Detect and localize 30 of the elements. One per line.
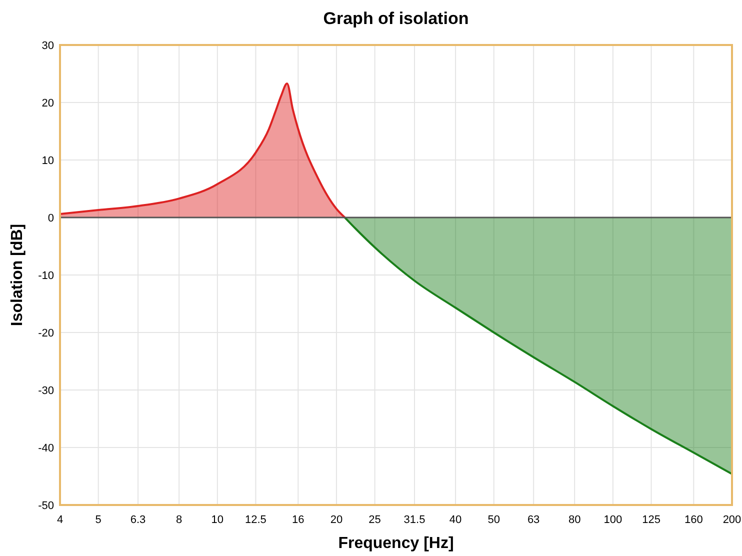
y-tick-label: -20 (38, 328, 54, 340)
y-tick-label: -30 (38, 385, 54, 397)
x-tick-label: 16 (292, 514, 304, 526)
y-tick-label: 30 (42, 40, 54, 52)
x-tick-label: 31.5 (404, 514, 426, 526)
x-tick-label: 8 (176, 514, 182, 526)
x-tick-label: 20 (330, 514, 343, 526)
y-tick-label: 20 (42, 98, 54, 110)
chart-title: Graph of isolation (323, 9, 469, 28)
x-tick-label: 12.5 (245, 514, 266, 526)
y-tick-label: 0 (48, 212, 54, 224)
x-tick-label: 25 (368, 514, 381, 526)
x-axis-title: Frequency [Hz] (338, 535, 454, 552)
x-tick-label: 100 (604, 514, 622, 526)
x-tick-label: 10 (211, 514, 224, 526)
y-tick-label: -50 (38, 500, 54, 512)
y-tick-label: 10 (42, 155, 54, 167)
x-tick-label: 40 (449, 514, 462, 526)
y-tick-label: -40 (38, 442, 54, 454)
x-tick-label: 63 (527, 514, 540, 526)
x-tick-label: 160 (684, 514, 703, 526)
x-tick-label: 6.3 (130, 514, 146, 526)
x-tick-label: 80 (568, 514, 581, 526)
x-tick-label: 50 (488, 514, 500, 526)
y-axis-title: Isolation [dB] (9, 224, 26, 326)
x-tick-label: 5 (95, 514, 102, 526)
x-tick-label: 125 (642, 514, 660, 526)
x-tick-label: 4 (56, 514, 64, 526)
y-tick-label: -10 (38, 270, 54, 282)
x-tick-label: 200 (722, 514, 742, 526)
